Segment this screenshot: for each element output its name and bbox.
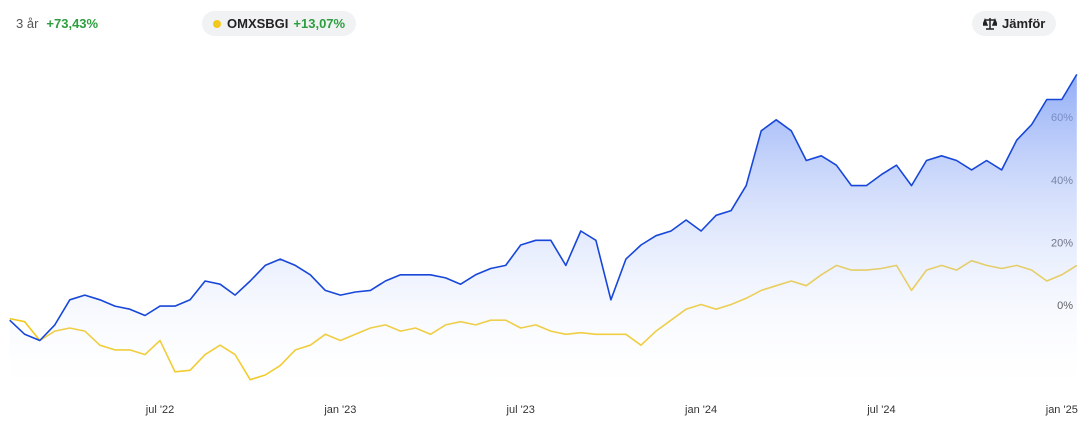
x-tick-label: jan '23 <box>323 404 356 416</box>
period-change: 3 år +73,43% <box>16 11 98 36</box>
scale-icon <box>983 17 997 30</box>
x-tick-label: jan '24 <box>684 404 717 416</box>
legend-dot <box>213 19 221 28</box>
benchmark-change: +13,07% <box>293 16 346 31</box>
compare-button[interactable]: Jämför <box>972 11 1057 36</box>
x-tick-label: jul '23 <box>506 404 535 416</box>
x-tick-label: jan '25 <box>1045 404 1078 416</box>
area <box>9 74 1077 401</box>
x-tick-label: jul '24 <box>866 404 895 416</box>
legend-name: OMXSBGI <box>227 16 289 31</box>
change: +73,43% <box>46 16 99 31</box>
benchmark-legend[interactable]: OMXSBGI +13,07% <box>202 11 357 36</box>
line <box>9 73 1078 342</box>
x-tick-label: jul '22 <box>145 404 174 416</box>
button-label: Jämför <box>1002 16 1046 31</box>
period: 3 år <box>16 16 39 31</box>
